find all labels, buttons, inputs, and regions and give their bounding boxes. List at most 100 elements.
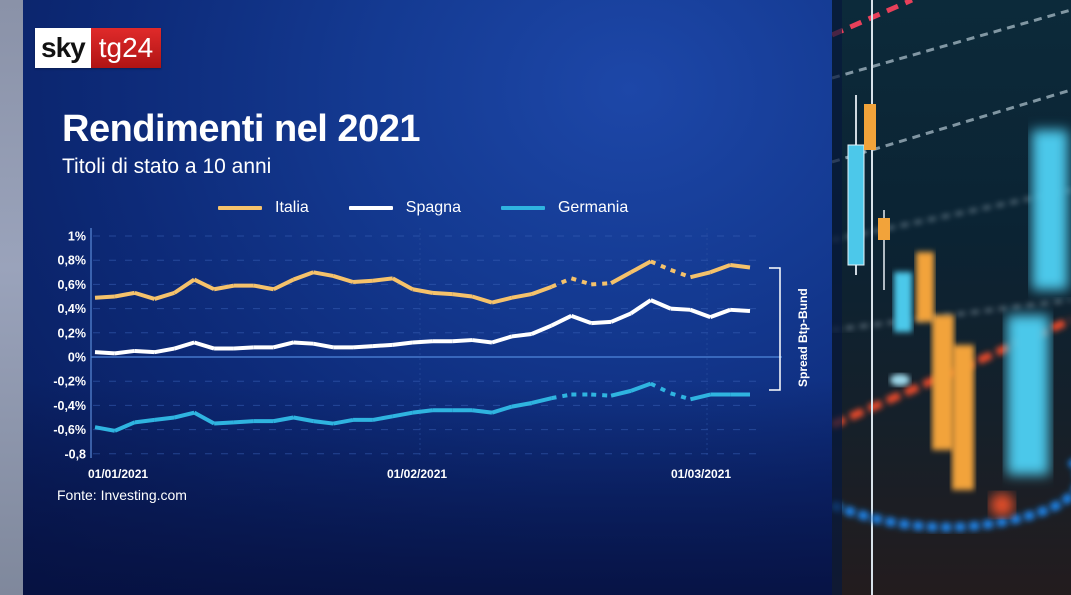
series-line-germania <box>94 425 116 433</box>
series-line-italia <box>610 270 632 285</box>
series-line-spagna <box>570 313 592 325</box>
series-line-germania <box>649 381 672 396</box>
series-line-germania <box>630 381 652 393</box>
legend-item-italia: Italia <box>218 199 309 217</box>
series-line-italia <box>689 270 711 280</box>
series-line-spagna <box>114 348 135 356</box>
series-line-italia <box>511 292 533 300</box>
series-line-germania <box>392 410 413 419</box>
series-line-spagna <box>173 340 195 351</box>
series-line-germania <box>313 419 334 426</box>
series-line-italia <box>452 292 473 299</box>
series-line-germania <box>412 408 433 415</box>
x-tick-feb: 01/02/2021 <box>387 467 447 481</box>
series-line-italia <box>649 259 672 272</box>
chart-title: Rendimenti nel 2021 <box>62 108 420 150</box>
candlestick-decoration-icon <box>832 0 1071 595</box>
series-line-spagna <box>452 338 473 344</box>
series-line-germania <box>213 420 235 426</box>
panel-shadow <box>23 380 832 595</box>
series-line-germania <box>134 417 155 425</box>
chart-legend: Italia Spagna Germania <box>218 199 668 217</box>
candlestick-photo <box>832 0 1071 595</box>
series-line-spagna <box>94 350 115 356</box>
y-tick-label: 0% <box>68 351 86 365</box>
series-line-italia <box>193 277 215 292</box>
series-line-italia <box>372 276 393 283</box>
series-line-germania <box>491 404 513 415</box>
series-line-germania <box>233 419 254 425</box>
series-line-spagna <box>530 323 553 336</box>
series-line-italia <box>591 281 612 287</box>
series-line-germania <box>591 392 612 398</box>
series-line-germania <box>193 410 216 426</box>
y-tick-label: 1% <box>68 230 86 244</box>
series-line-germania <box>173 410 195 420</box>
series-line-italia <box>272 277 295 292</box>
series-line-italia <box>669 268 692 280</box>
series-line-italia <box>292 270 315 282</box>
series-line-spagna <box>471 338 493 345</box>
y-tick-label: 0,8% <box>58 254 87 268</box>
y-tick-label: -0,8 <box>64 447 86 461</box>
series-line-germania <box>610 388 632 398</box>
series-line-italia <box>570 276 592 287</box>
series-line-italia <box>153 290 175 301</box>
series-line-germania <box>154 415 175 422</box>
series-line-italia <box>709 263 731 275</box>
series-line-italia <box>213 283 235 292</box>
series-line-italia <box>312 270 334 278</box>
y-tick-label: 0,2% <box>58 326 87 340</box>
series-line-spagna <box>193 340 215 351</box>
spread-bracket <box>769 267 781 391</box>
series-line-germania <box>551 392 572 401</box>
x-tick-mar: 01/03/2021 <box>671 467 731 481</box>
legend-swatch-italia <box>218 206 262 210</box>
series-line-italia <box>332 274 354 284</box>
spread-annotation: Spread Btp-Bund <box>796 288 810 387</box>
series-line-spagna <box>709 307 731 319</box>
series-line-germania <box>293 415 314 424</box>
chart-subtitle: Titoli di stato a 10 anni <box>62 155 272 178</box>
series-line-spagna <box>491 334 513 345</box>
legend-item-spagna: Spagna <box>348 199 461 217</box>
series-line-italia <box>432 290 453 297</box>
series-line-italia <box>530 284 553 296</box>
series-line-spagna <box>273 340 294 350</box>
series-line-italia <box>352 278 374 284</box>
series-line-italia <box>253 283 274 292</box>
series-line-spagna <box>372 342 393 349</box>
series-line-germania <box>689 392 711 402</box>
series-line-spagna <box>629 298 652 316</box>
series-line-spagna <box>730 307 751 314</box>
series-line-spagna <box>649 298 672 311</box>
legend-label-germania: Germania <box>557 199 629 216</box>
legend-swatch-germania <box>500 206 545 210</box>
series-line-spagna <box>511 332 532 339</box>
series-line-spagna <box>293 340 314 346</box>
x-tick-jan: 01/01/2021 <box>88 467 148 481</box>
series-line-germania <box>670 391 692 402</box>
logo-sky-text: sky <box>35 28 91 68</box>
series-line-italia <box>94 294 115 300</box>
series-line-spagna <box>154 346 175 355</box>
legend-label-spagna: Spagna <box>405 199 461 216</box>
series-line-italia <box>729 263 751 270</box>
series-line-italia <box>412 287 433 295</box>
legend-swatch-spagna <box>348 206 393 210</box>
series-line-italia <box>471 294 493 305</box>
y-tick-label: -0,2% <box>53 375 86 389</box>
series-line-germania <box>372 414 394 422</box>
series-line-spagna <box>352 344 374 350</box>
series-line-italia <box>114 290 136 299</box>
series-line-italia <box>629 259 652 275</box>
series-line-italia <box>134 290 156 301</box>
series-line-spagna <box>392 340 413 347</box>
series-line-spagna <box>610 311 632 324</box>
series-line-germania <box>511 401 533 409</box>
series-line-germania <box>471 408 493 415</box>
y-tick-label: -0,4% <box>53 399 86 413</box>
series-line-italia <box>491 295 513 305</box>
series-line-germania <box>273 415 294 424</box>
